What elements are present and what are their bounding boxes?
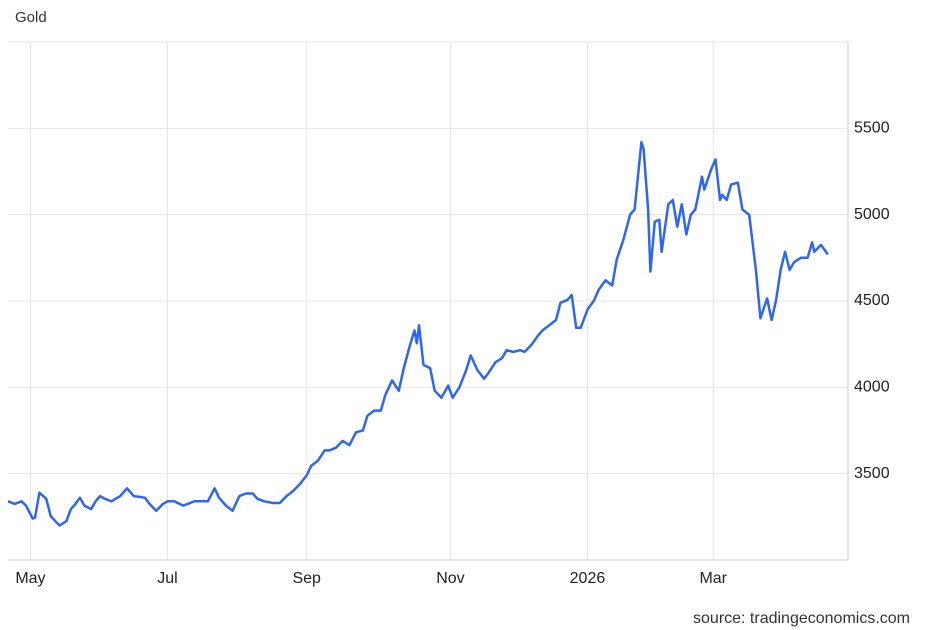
x-tick-label: Mar	[699, 570, 727, 587]
y-tick-label: 4000	[854, 379, 890, 396]
y-tick-label: 3500	[854, 465, 890, 482]
chart-title: Gold	[15, 9, 47, 26]
y-tick-label: 4500	[854, 292, 890, 309]
price-line	[7, 140, 829, 527]
source: source: tradingeconomics.com	[693, 610, 910, 627]
x-tick-label: Sep	[292, 570, 321, 587]
y-tick-label: 5000	[854, 206, 890, 223]
x-tick-label: 2026	[570, 570, 606, 587]
y-tick-label: 5500	[854, 120, 890, 137]
x-tick-label: May	[15, 570, 45, 587]
x-tick-label: Jul	[157, 570, 177, 587]
x-tick-label: Nov	[436, 570, 464, 587]
